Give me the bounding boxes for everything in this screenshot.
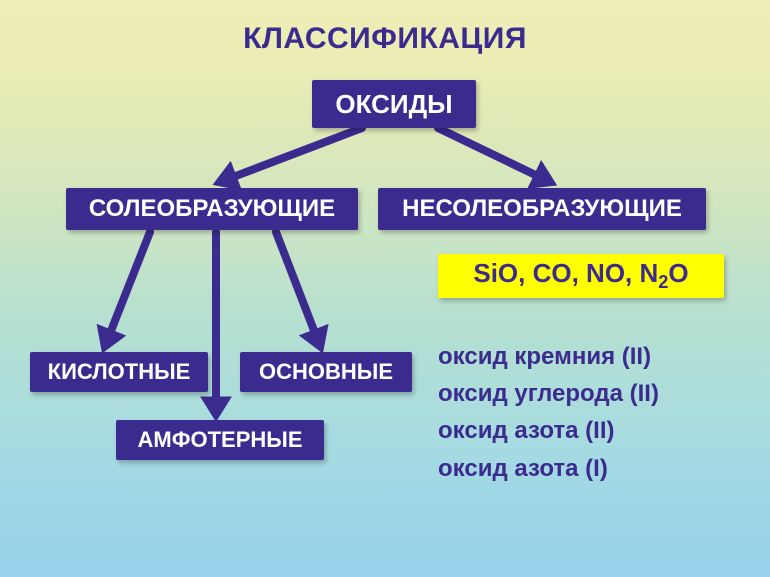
node-non-salt-forming: НЕСОЛЕОБРАЗУЮЩИЕ bbox=[378, 188, 706, 230]
formula-box: SiO, CO, NO, N2O bbox=[438, 254, 724, 298]
list-item: оксид кремния (II) bbox=[438, 338, 659, 375]
node-root-label: ОКСИДЫ bbox=[335, 89, 452, 120]
node-salt-label: СОЛЕОБРАЗУЮЩИЕ bbox=[89, 195, 335, 223]
node-acidic-label: КИСЛОТНЫЕ bbox=[48, 359, 191, 385]
formula-text: SiO, CO, NO, N2O bbox=[473, 258, 688, 293]
node-basic-label: ОСНОВНЫЕ bbox=[259, 359, 393, 385]
node-acidic: КИСЛОТНЫЕ bbox=[30, 352, 208, 392]
list-item: оксид азота (I) bbox=[438, 450, 659, 487]
list-item: оксид углерода (II) bbox=[438, 375, 659, 412]
page-title: КЛАССИФИКАЦИЯ bbox=[0, 22, 770, 56]
node-amphoteric-label: АМФОТЕРНЫЕ bbox=[138, 427, 303, 453]
node-basic: ОСНОВНЫЕ bbox=[240, 352, 412, 392]
node-root: ОКСИДЫ bbox=[312, 80, 476, 128]
node-amphoteric: АМФОТЕРНЫЕ bbox=[116, 420, 324, 460]
node-nonsalt-label: НЕСОЛЕОБРАЗУЮЩИЕ bbox=[402, 195, 682, 223]
node-salt-forming: СОЛЕОБРАЗУЮЩИЕ bbox=[66, 188, 358, 230]
list-item: оксид азота (II) bbox=[438, 412, 659, 449]
examples-list: оксид кремния (II) оксид углерода (II) о… bbox=[438, 338, 659, 487]
